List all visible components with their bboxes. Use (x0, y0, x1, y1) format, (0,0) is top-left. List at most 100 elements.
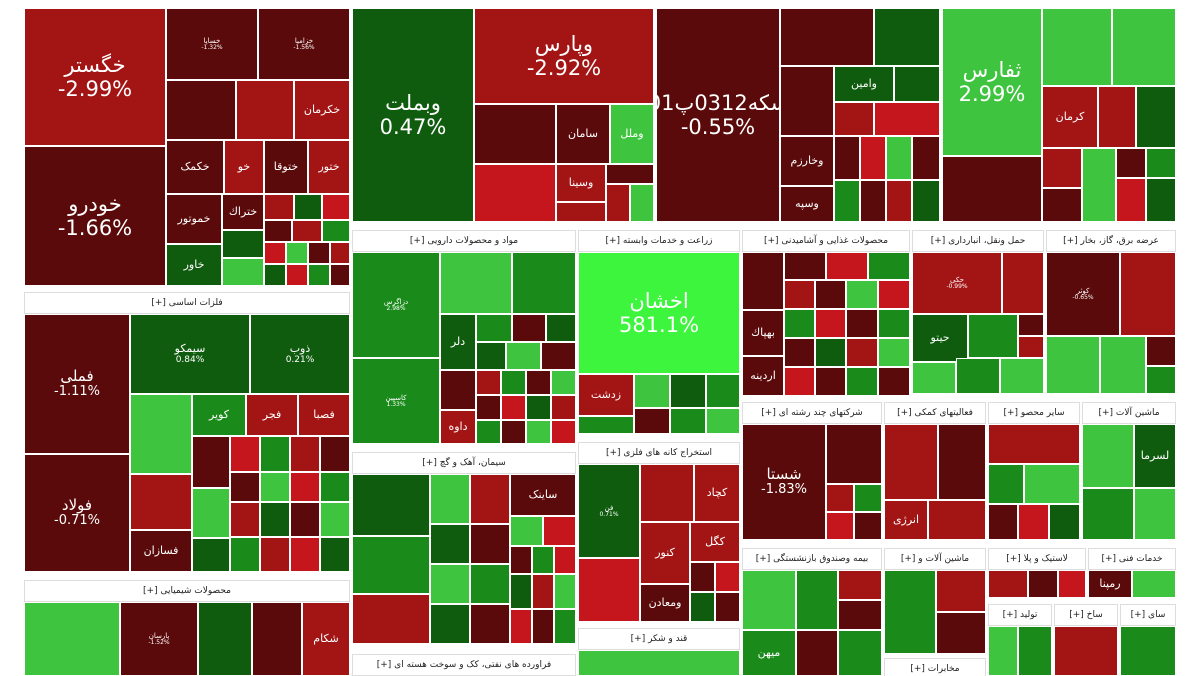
tile-khzamia[interactable]: خزامیا -1.56% (258, 8, 350, 80)
header-ghand[interactable]: قند و شکر [+] (578, 628, 740, 650)
tile-small[interactable] (230, 472, 260, 502)
tile-femeli[interactable]: فملی -1.11% (24, 314, 130, 454)
tile-dzagros[interactable]: دزاگرس 2.98% (352, 252, 440, 358)
tile-small[interactable] (1112, 8, 1176, 86)
tile-small[interactable] (470, 474, 510, 524)
tile-small[interactable] (715, 592, 740, 622)
header-tolid[interactable]: تولید [+] (988, 604, 1052, 626)
tile-sekeh[interactable]: سکه0312پ01-0.55% (656, 8, 780, 222)
tile-small[interactable] (532, 546, 554, 574)
tile-small[interactable] (198, 602, 252, 676)
tile-small[interactable] (230, 436, 260, 472)
tile-small[interactable] (352, 536, 430, 594)
tile-small[interactable] (192, 436, 230, 488)
tile-small[interactable] (826, 512, 854, 540)
tile-small[interactable] (222, 230, 264, 258)
tile-small[interactable] (130, 394, 192, 474)
tile-small[interactable] (236, 80, 294, 140)
tile-behpak[interactable]: بهپاك (742, 310, 784, 356)
tile-small[interactable] (884, 424, 938, 500)
tile-small[interactable] (988, 504, 1018, 540)
tile-small[interactable] (166, 80, 236, 140)
tile-small[interactable] (640, 464, 694, 522)
tile-foolad[interactable]: فولاد -0.71% (24, 454, 130, 572)
tile-haytou[interactable]: حیتو (912, 314, 968, 362)
tile-sabik[interactable]: ساینک (510, 474, 576, 516)
tile-khsapa[interactable]: خساپا -1.32% (166, 8, 258, 80)
tile-vbemellat[interactable]: وبملت 0.47% (352, 8, 474, 222)
tile-small[interactable] (1146, 336, 1176, 366)
tile-small[interactable] (476, 395, 501, 420)
tile-small[interactable] (130, 474, 192, 530)
tile-vsina[interactable]: وسینا (556, 164, 606, 202)
tile-small[interactable] (928, 500, 986, 540)
tile-khkomak[interactable]: خکمک (166, 140, 224, 194)
tile-small[interactable] (784, 367, 815, 396)
tile-small[interactable] (874, 8, 940, 66)
tile-small[interactable] (670, 408, 706, 434)
tile-small[interactable] (874, 102, 940, 136)
tile-small[interactable] (878, 367, 910, 396)
tile-small[interactable] (551, 370, 576, 395)
tile-small[interactable] (1082, 424, 1134, 488)
tile-small[interactable] (860, 136, 886, 180)
tile-small[interactable] (838, 570, 882, 600)
tile-small[interactable] (526, 395, 551, 420)
tile-vmelal[interactable]: وملل (610, 104, 654, 164)
tile-energy[interactable]: انرژی (884, 500, 928, 540)
tile-small[interactable] (24, 602, 120, 676)
tile-small[interactable] (1042, 8, 1112, 86)
tile-small[interactable] (470, 604, 510, 644)
header-sakht[interactable]: ساخ [+] (1054, 604, 1118, 626)
tile-small[interactable] (1146, 148, 1176, 178)
tile-vmaaden[interactable]: ومعادن (640, 584, 690, 622)
tile-small[interactable] (936, 612, 986, 654)
tile-mihan[interactable]: میهن (742, 630, 796, 676)
tile-khavar[interactable]: خاور (166, 244, 222, 286)
tile-small[interactable] (510, 546, 532, 574)
tile-small[interactable] (784, 252, 826, 280)
tile-shasta[interactable]: شستا -1.83% (742, 424, 826, 540)
header-chand[interactable]: شرکتهای چند رشته ای [+] (742, 402, 882, 424)
tile-small[interactable] (715, 562, 740, 592)
tile-fajr[interactable]: فجر (246, 394, 298, 436)
tile-small[interactable] (670, 374, 706, 408)
tile-small[interactable] (912, 180, 940, 222)
tile-small[interactable] (330, 242, 350, 264)
tile-vkharazm[interactable]: وخارزم (780, 136, 834, 186)
tile-small[interactable] (532, 609, 554, 644)
tile-small[interactable] (690, 562, 715, 592)
tile-daler[interactable]: دلر (440, 314, 476, 370)
tile-small[interactable] (308, 242, 330, 264)
tile-kaspian[interactable]: کاسپین 1.33% (352, 358, 440, 444)
tile-small[interactable] (192, 488, 230, 538)
tile-small[interactable] (578, 558, 640, 622)
tile-small[interactable] (634, 374, 670, 408)
tile-khtoor[interactable]: ختور (308, 140, 350, 194)
tile-small[interactable] (222, 258, 264, 286)
tile-fsazan[interactable]: فسازان (130, 530, 192, 572)
tile-small[interactable] (290, 436, 320, 472)
tile-small[interactable] (264, 242, 286, 264)
tile-small[interactable] (578, 650, 740, 676)
header-bimeh[interactable]: بیمه وصندوق بازنشستگی [+] (742, 548, 882, 570)
tile-small[interactable] (1120, 252, 1176, 336)
header-mashin[interactable]: ماشین آلات [+] (1082, 402, 1176, 424)
tile-small[interactable] (260, 502, 290, 537)
tile-small[interactable] (532, 574, 554, 609)
tile-khkerman[interactable]: خکرمان (294, 80, 350, 140)
tile-small[interactable] (430, 474, 470, 524)
tile-ardineh[interactable]: اردینه (742, 356, 784, 396)
tile-small[interactable] (430, 524, 470, 564)
tile-kagol[interactable]: کگل (690, 522, 740, 562)
tile-small[interactable] (286, 264, 308, 286)
tile-small[interactable] (320, 537, 350, 572)
tile-small[interactable] (706, 408, 740, 434)
tile-small[interactable] (1042, 148, 1082, 188)
tile-small[interactable] (1058, 570, 1086, 598)
tile-sefars[interactable]: ثفارس 2.99% (942, 8, 1042, 156)
tile-small[interactable] (742, 252, 784, 310)
tile-small[interactable] (854, 512, 882, 540)
tile-fan[interactable]: فن 0.71% (578, 464, 640, 558)
tile-small[interactable] (838, 600, 882, 630)
